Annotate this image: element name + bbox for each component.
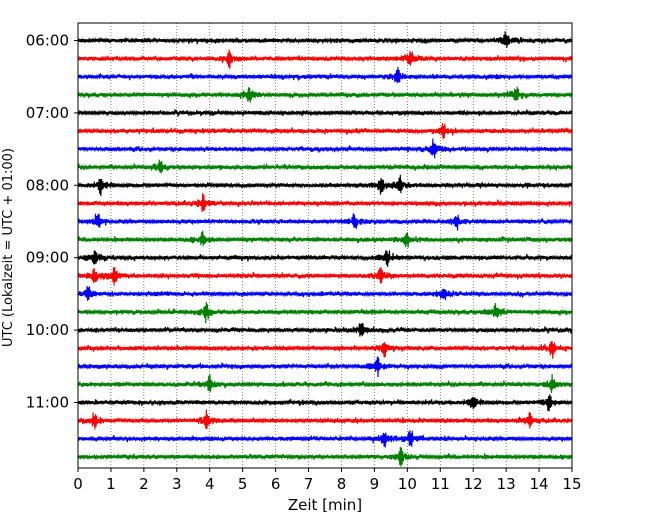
x-tick-label: 9 xyxy=(370,475,380,493)
trace-1030 xyxy=(77,356,573,377)
trace-0615 xyxy=(77,49,573,69)
y-tick-label: 11:00 xyxy=(26,394,69,412)
x-tick-label: 15 xyxy=(562,475,581,493)
trace-0915 xyxy=(77,267,573,286)
y-axis-ticks: 06:00 07:00 08:00 09:00 10:00 11:00 xyxy=(26,32,78,412)
trace-1000 xyxy=(77,323,573,337)
x-tick-label: 0 xyxy=(73,475,83,493)
traces xyxy=(77,31,573,467)
trace-0700 xyxy=(77,109,573,117)
trace-0815 xyxy=(77,193,573,212)
trace-0630 xyxy=(77,66,573,84)
x-tick-label: 14 xyxy=(530,475,549,493)
x-axis-label: Zeit [min] xyxy=(288,496,362,514)
trace-1145 xyxy=(77,446,573,467)
x-tick-label: 5 xyxy=(238,475,248,493)
x-tick-label: 13 xyxy=(497,475,516,493)
x-tick-label: 1 xyxy=(106,475,116,493)
x-grid xyxy=(110,23,540,468)
x-tick-label: 2 xyxy=(139,475,149,493)
y-axis-label: UTC (Lokalzeit = UTC + 01:00) xyxy=(1,148,16,347)
x-axis-ticks: 0 1 2 3 4 5 6 7 8 9 10 11 12 13 14 15 xyxy=(73,468,582,493)
y-tick-label: 07:00 xyxy=(26,104,69,122)
y-tick-label: 09:00 xyxy=(26,249,69,267)
y-tick-label: 08:00 xyxy=(26,176,69,194)
trace-0930 xyxy=(77,285,573,301)
trace-1115 xyxy=(77,409,573,430)
trace-1015 xyxy=(77,341,573,359)
trace-0715 xyxy=(77,123,573,140)
trace-0745 xyxy=(77,159,573,174)
trace-1045 xyxy=(77,373,573,394)
x-tick-label: 3 xyxy=(172,475,182,493)
x-tick-label: 8 xyxy=(337,475,347,493)
y-tick-label: 06:00 xyxy=(26,32,69,50)
x-tick-label: 12 xyxy=(464,475,483,493)
trace-0645 xyxy=(77,86,573,103)
plot-frame xyxy=(77,22,573,469)
trace-0730 xyxy=(77,138,573,159)
x-tick-label: 6 xyxy=(271,475,281,493)
trace-0845 xyxy=(77,230,573,248)
trace-0945 xyxy=(77,301,573,324)
x-tick-label: 11 xyxy=(431,475,450,493)
trace-0830 xyxy=(77,213,573,231)
trace-0900 xyxy=(77,250,573,267)
trace-1130 xyxy=(77,430,573,448)
x-tick-label: 10 xyxy=(398,475,417,493)
y-tick-label: 10:00 xyxy=(26,321,69,339)
trace-0800 xyxy=(77,174,573,197)
trace-1100 xyxy=(77,394,573,412)
trace-0600 xyxy=(77,31,573,48)
x-tick-label: 7 xyxy=(304,475,314,493)
x-tick-label: 4 xyxy=(205,475,215,493)
